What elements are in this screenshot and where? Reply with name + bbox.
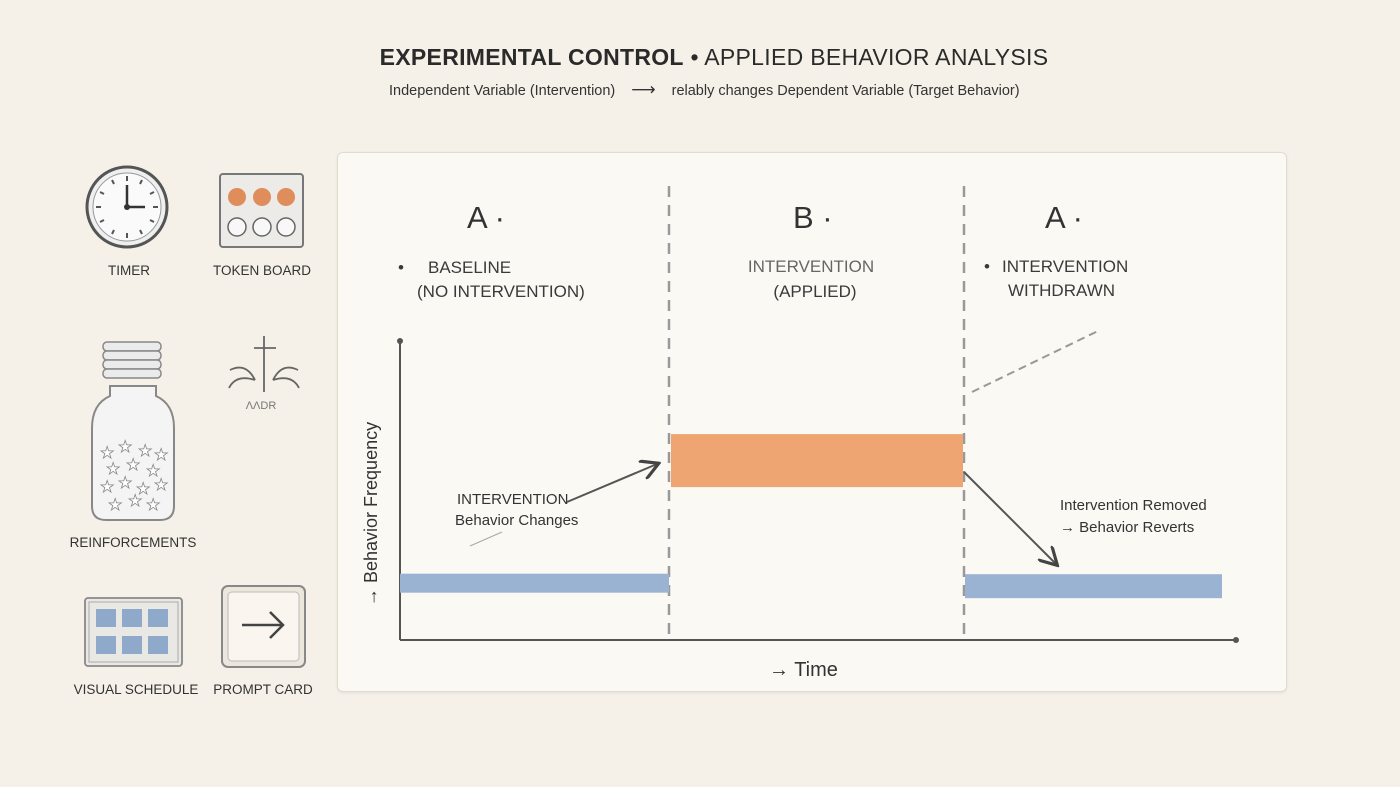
- icon-caption: ΛΛDR: [245, 400, 277, 412]
- withdrawn-dashed-trend: [971, 329, 1101, 393]
- abab-chart-panel: [337, 152, 1287, 692]
- change-arrow: [566, 464, 657, 503]
- page-subtitle: Independent Variable (Intervention) ⟶ rela…: [389, 80, 1020, 100]
- svg-text:★: ★: [118, 473, 132, 492]
- svg-text:★: ★: [154, 445, 168, 464]
- timer-label: TIMER: [108, 263, 150, 278]
- change-note-line2: Behavior Changes: [455, 512, 578, 529]
- subtitle-right: relably changes Dependent Variable (Targ…: [671, 83, 1020, 99]
- phase-b-line2: (APPLIED): [773, 282, 856, 301]
- y-axis-label: → Behavior Frequency: [361, 422, 381, 606]
- prompt-card-icon: [221, 585, 306, 668]
- y-axis-end: [397, 338, 403, 344]
- phase-a1-level-bar: [400, 573, 669, 593]
- title-rest: • APPLIED BEHAVIOR ANALYSIS: [683, 44, 1049, 70]
- subtitle-left: Independent Variable (Intervention): [389, 83, 616, 99]
- token-board-label: TOKEN BOARD: [212, 263, 312, 278]
- change-note-line1: INTERVENTION: [457, 491, 568, 508]
- tool-icons-svg: ★ ★ ★ ★ ★ ★ ★ ★ ★ ★ ★ ★ ★ ★: [84, 165, 306, 668]
- change-tick: [469, 531, 503, 547]
- svg-text:★: ★: [126, 455, 140, 474]
- svg-text:★: ★: [100, 477, 114, 496]
- svg-text:★: ★: [154, 475, 168, 494]
- phase-a2-line2: WITHDRAWN: [1008, 281, 1115, 300]
- phase-a1-bullet: •: [398, 258, 404, 277]
- svg-text:★: ★: [138, 441, 152, 460]
- phase-a2-letter: A ·: [1045, 200, 1083, 235]
- phase-a1-letter: A ·: [467, 200, 505, 235]
- clock-icon: [85, 165, 169, 249]
- star-jar-icon: ★ ★ ★ ★ ★ ★ ★ ★ ★ ★ ★ ★ ★ ★: [91, 341, 175, 521]
- subtitle-arrow-icon: ⟶: [631, 80, 656, 99]
- phase-a1-line2: (NO INTERVENTION): [417, 282, 585, 301]
- phase-a1-line1: BASELINE: [428, 258, 511, 277]
- reinforcements-label: REINFORCEMENTS: [69, 535, 197, 550]
- phase-a2-bullet: •: [984, 257, 990, 276]
- visual-schedule-label: VISUAL SCHEDULE: [73, 682, 199, 697]
- svg-text:★: ★: [128, 491, 142, 510]
- revert-note-line2: → Behavior Reverts: [1060, 519, 1194, 536]
- svg-text:★: ★: [136, 479, 150, 498]
- token-board-icon: [219, 173, 304, 248]
- svg-text:★: ★: [146, 461, 160, 480]
- x-axis-label: → Time: [769, 659, 838, 681]
- prompt-card-label: PROMPT CARD: [213, 682, 313, 697]
- svg-text:★: ★: [100, 443, 114, 462]
- svg-text:★: ★: [146, 495, 160, 514]
- revert-arrow: [963, 471, 1056, 564]
- phase-b-letter: B ·: [793, 200, 833, 235]
- svg-text:★: ★: [118, 437, 132, 456]
- phase-a2-level-bar: [965, 574, 1222, 599]
- phase-b-line1: INTERVENTION: [748, 257, 874, 276]
- reinforcer-symbol-icon: [228, 336, 300, 392]
- revert-note-line1: Intervention Removed: [1060, 497, 1207, 514]
- visual-schedule-icon: [84, 597, 183, 667]
- page-title: EXPERIMENTAL CONTROL • APPLIED BEHAVIOR …: [0, 44, 1400, 71]
- svg-text:★: ★: [106, 459, 120, 478]
- phase-a2-line1: INTERVENTION: [1002, 257, 1128, 276]
- diagram-header: EXPERIMENTAL CONTROL • APPLIED BEHAVIOR …: [0, 44, 1400, 71]
- phase-b-level-bar: [671, 434, 963, 488]
- svg-text:★: ★: [108, 495, 122, 514]
- x-axis-end: [1233, 637, 1239, 643]
- title-main: EXPERIMENTAL CONTROL: [379, 44, 684, 70]
